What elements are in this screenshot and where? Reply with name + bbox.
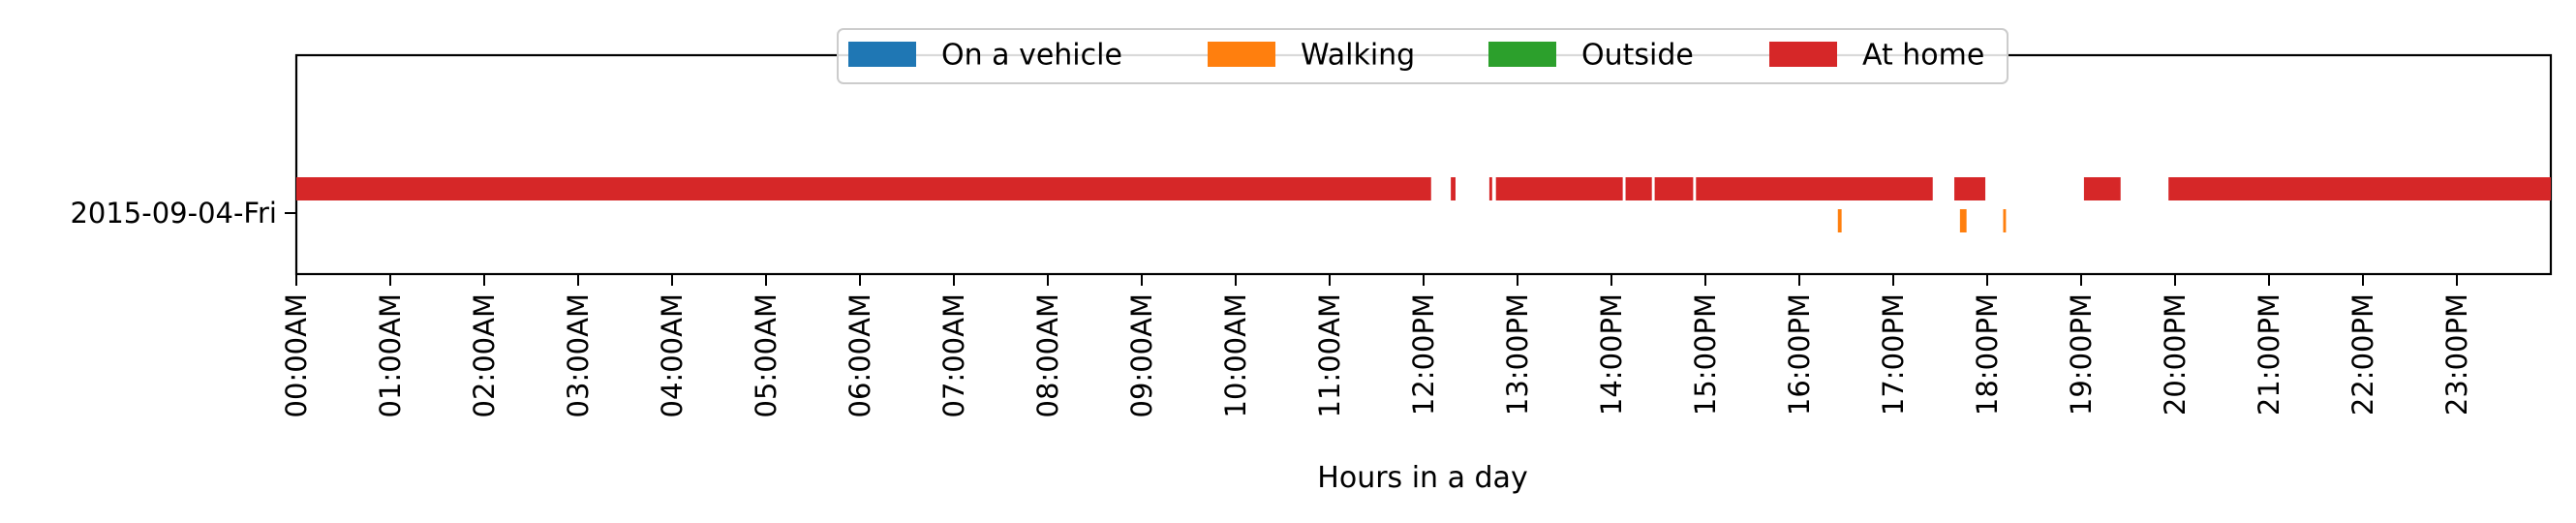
- legend-label-1: Walking: [1301, 39, 1415, 73]
- legend-label-0: On a vehicle: [941, 39, 1122, 73]
- x-tick-label-9: 09:00AM: [1125, 293, 1158, 417]
- x-tick-label-19: 19:00PM: [2065, 293, 2098, 415]
- x-tick-label-8: 08:00AM: [1031, 293, 1064, 417]
- bar-at-home-5: [1654, 177, 1694, 200]
- x-tick-label-1: 01:00AM: [374, 293, 407, 417]
- x-tick-label-6: 06:00AM: [843, 293, 876, 417]
- x-axis-label: Hours in a day: [1317, 461, 1527, 495]
- x-tick-label-14: 14:00PM: [1595, 293, 1628, 415]
- legend-swatch-2: [1488, 42, 1556, 67]
- x-tick-label-0: 00:00AM: [280, 293, 313, 417]
- legend-box: [837, 28, 2009, 84]
- bar-walking-1: [1959, 209, 1967, 232]
- x-tick-label-11: 11:00AM: [1313, 293, 1346, 417]
- bar-at-home-3: [1495, 177, 1623, 200]
- x-tick-label-21: 21:00PM: [2253, 293, 2285, 415]
- legend: On a vehicle Walking Outside At home: [837, 28, 2009, 84]
- bar-walking-0: [1837, 209, 1842, 232]
- bar-at-home-8: [2083, 177, 2121, 200]
- x-tick-label-7: 07:00AM: [937, 293, 970, 417]
- legend-label-3: At home: [1862, 39, 1984, 73]
- x-tick-label-4: 04:00AM: [656, 293, 689, 417]
- legend-label-2: Outside: [1581, 39, 1694, 73]
- y-tick-label: 2015-09-04-Fri: [70, 197, 277, 230]
- activity-bars: [296, 177, 2551, 232]
- x-tick-label-17: 17:00PM: [1877, 293, 1910, 415]
- x-tick-label-16: 16:00PM: [1783, 293, 1816, 415]
- x-tick-label-18: 18:00PM: [1971, 293, 2004, 415]
- bar-at-home-1: [1451, 177, 1456, 200]
- bar-at-home-2: [1488, 177, 1492, 200]
- legend-swatch-3: [1769, 42, 1837, 67]
- bar-at-home-9: [2168, 177, 2551, 200]
- x-tick-label-12: 12:00PM: [1407, 293, 1440, 415]
- x-tick-label-15: 15:00PM: [1689, 293, 1722, 415]
- bar-at-home-0: [296, 177, 1431, 200]
- x-tick-label-5: 05:00AM: [750, 293, 782, 417]
- x-tick-label-23: 23:00PM: [2440, 293, 2473, 415]
- x-tick-label-3: 03:00AM: [562, 293, 595, 417]
- bar-at-home-7: [1954, 177, 1986, 200]
- x-tick-label-10: 10:00AM: [1219, 293, 1252, 417]
- x-tick-label-13: 13:00PM: [1501, 293, 1534, 415]
- x-axis: 00:00AM 01:00AM 02:00AM 03:00AM 04:00AM 05:00…: [280, 274, 2473, 417]
- bar-walking-2: [2003, 209, 2007, 232]
- x-tick-label-20: 20:00PM: [2159, 293, 2192, 415]
- y-axis: 2015-09-04-Fri: [70, 197, 296, 230]
- legend-swatch-0: [848, 42, 916, 67]
- x-tick-label-2: 02:00AM: [468, 293, 501, 417]
- bar-at-home-6: [1696, 177, 1933, 200]
- legend-swatch-1: [1208, 42, 1275, 67]
- bar-at-home-4: [1625, 177, 1652, 200]
- x-tick-label-22: 22:00PM: [2346, 293, 2379, 415]
